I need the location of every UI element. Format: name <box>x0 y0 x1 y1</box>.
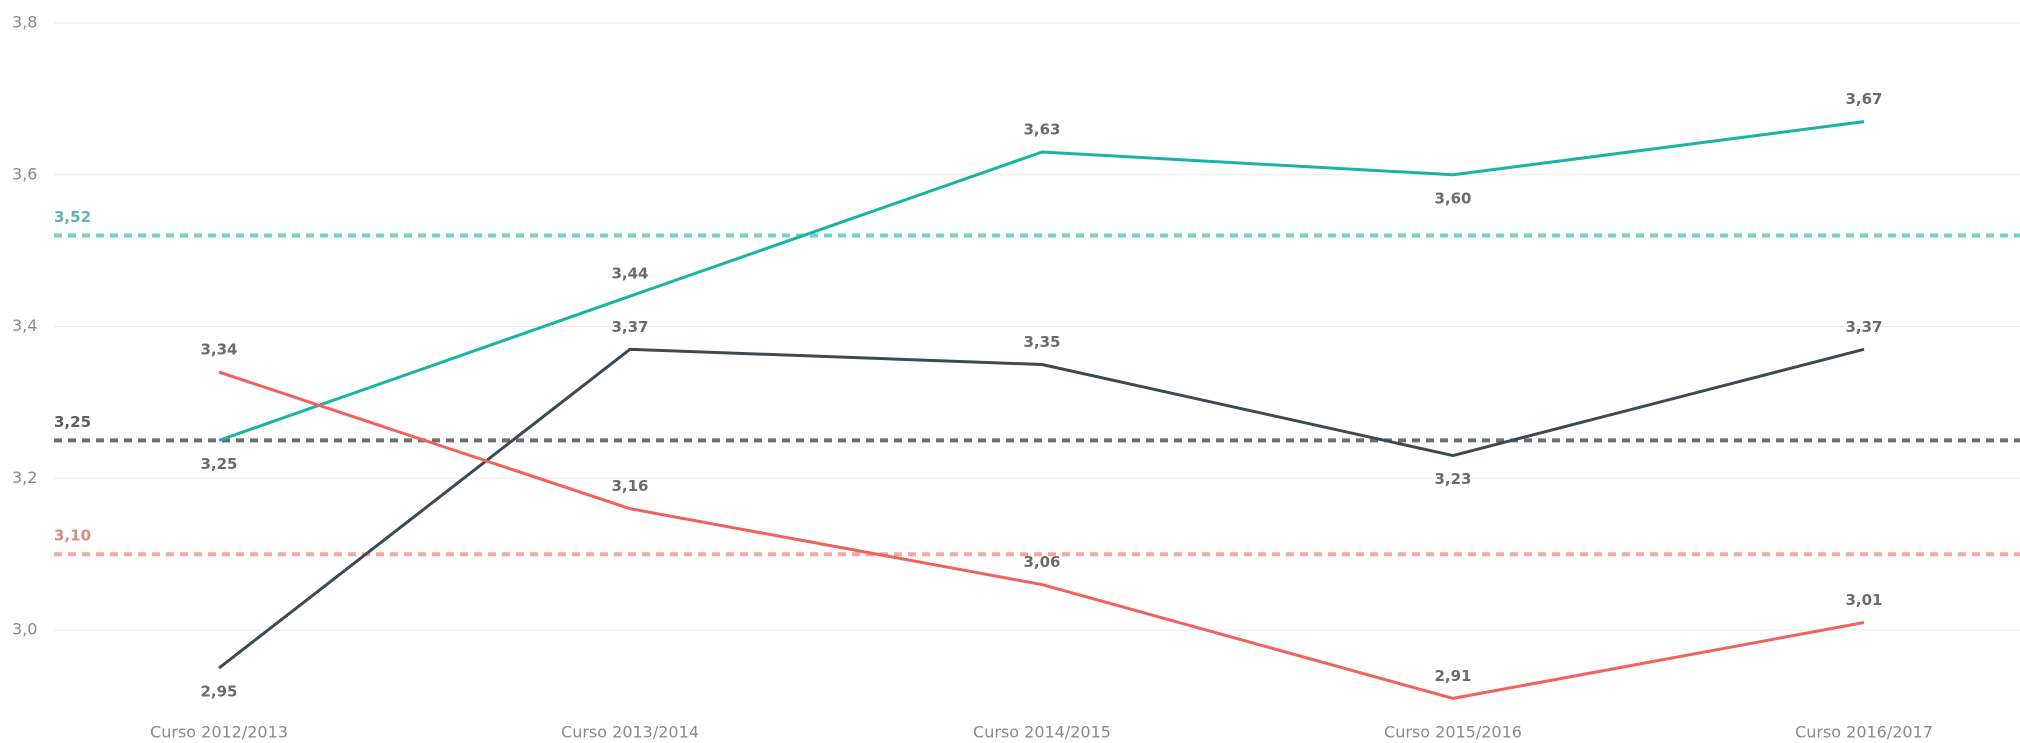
data-label: 3,01 <box>1845 591 1882 609</box>
data-label: 3,44 <box>611 265 648 283</box>
reference-label: 3,52 <box>54 208 91 226</box>
data-label: 2,91 <box>1434 667 1471 685</box>
y-tick-label: 3,8 <box>12 13 37 32</box>
series-line <box>218 347 1865 670</box>
data-label: 3,23 <box>1434 470 1471 488</box>
data-label: 3,06 <box>1023 553 1060 571</box>
reference-label: 3,10 <box>54 527 91 545</box>
y-tick-label: 3,2 <box>12 468 37 487</box>
data-label: 2,95 <box>200 683 237 701</box>
reference-label: 3,25 <box>54 413 91 431</box>
x-tick-label: Curso 2014/2015 <box>973 723 1111 742</box>
y-tick-label: 3,0 <box>12 620 37 639</box>
x-tick-label: Curso 2012/2013 <box>150 723 288 742</box>
data-label: 3,60 <box>1434 189 1471 207</box>
data-label: 3,34 <box>200 341 237 359</box>
data-label: 3,37 <box>1845 318 1882 336</box>
data-label: 3,67 <box>1845 90 1882 108</box>
x-tick-label: Curso 2016/2017 <box>1795 723 1933 742</box>
data-label: 3,63 <box>1023 121 1060 139</box>
data-label: 3,35 <box>1023 333 1060 351</box>
data-label: 3,16 <box>611 477 648 495</box>
data-label: 3,25 <box>200 455 237 473</box>
data-label: 3,37 <box>611 318 648 336</box>
x-tick-label: Curso 2015/2016 <box>1384 723 1522 742</box>
y-tick-label: 3,6 <box>12 164 37 183</box>
x-tick-label: Curso 2013/2014 <box>561 723 699 742</box>
y-tick-label: 3,4 <box>12 316 37 335</box>
series-line <box>218 370 1865 700</box>
series-line <box>218 120 1865 442</box>
